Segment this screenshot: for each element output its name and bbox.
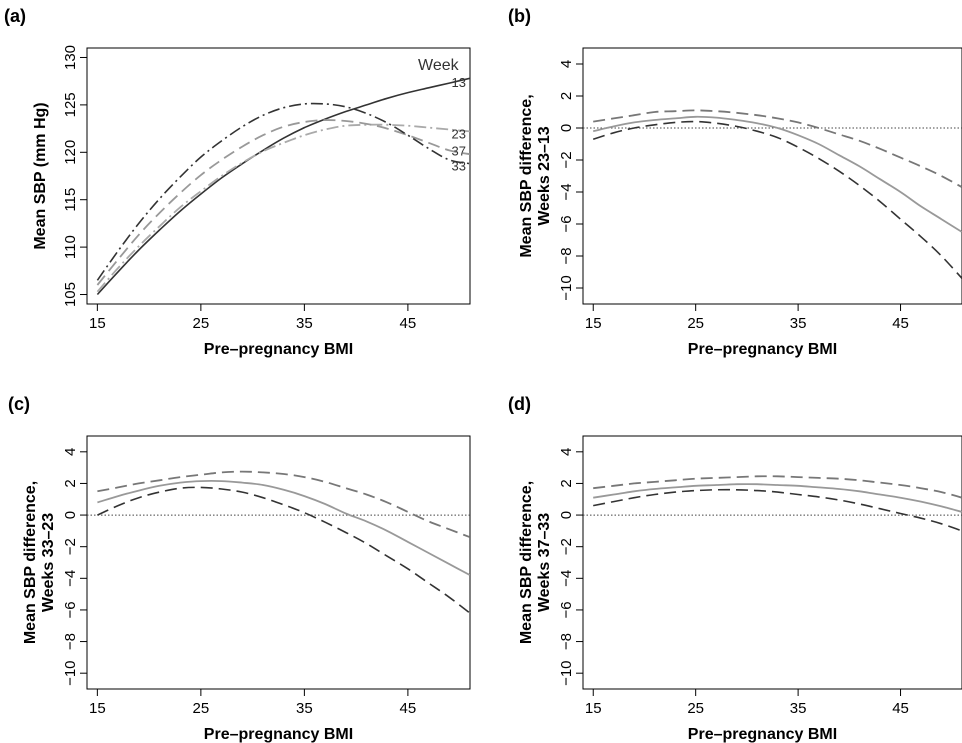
panel-b: 15 25 35 45 −10 −8 −6 −4 −2 0 2 4 Pre–pregnancy BMI M… (518, 47, 962, 358)
y-tick-label: 0 (558, 124, 575, 132)
x-axis-label: Pre–pregnancy BMI (204, 726, 353, 743)
x-tick-label: 25 (687, 315, 704, 332)
series-line-dashed-lower (97, 486, 470, 614)
x-tick-label: 25 (687, 700, 704, 717)
series-line-week-37 (96, 119, 470, 286)
y-axis-label-line2: Weeks 37–33 (536, 513, 553, 612)
x-tick-label: 45 (892, 700, 909, 717)
panel-d: 15 25 35 45 −10 −8 −6 −4 −2 0 2 4 Pre–pregnancy BMI M… (518, 435, 962, 743)
y-tick-label: 105 (62, 282, 79, 307)
x-tick-label: 15 (89, 700, 106, 717)
week-label-37: 37 (452, 143, 466, 158)
y-tick-label: 2 (558, 479, 575, 487)
x-axis-label: Pre–pregnancy BMI (204, 341, 353, 358)
y-tick-label: 2 (558, 92, 575, 100)
y-tick-label: −8 (62, 633, 79, 650)
x-tick-label: 35 (296, 315, 313, 332)
series-line-solid-est (592, 115, 962, 233)
y-axis-label: Mean SBP difference, (518, 481, 535, 644)
y-tick-label: 120 (62, 140, 79, 165)
series-line-week-23 (96, 123, 470, 293)
panel-label-c: (c) (8, 394, 30, 414)
x-tick-label: 35 (790, 700, 807, 717)
plot-frame (86, 47, 471, 305)
y-axis-label: Mean SBP (mm Hg) (32, 102, 49, 249)
x-tick-label: 25 (193, 315, 210, 332)
x-tick-label: 45 (400, 700, 417, 717)
plot-frame (86, 435, 471, 690)
y-tick-label: −8 (558, 633, 575, 650)
y-tick-label: −10 (62, 660, 79, 685)
plot-frame (582, 435, 962, 690)
x-tick-label: 15 (585, 315, 602, 332)
panel-label-d: (d) (508, 394, 531, 414)
y-tick-label: −2 (62, 538, 79, 555)
y-tick-label: 125 (62, 92, 79, 117)
series-line-dashed-upper (593, 475, 962, 499)
y-axis-label: Mean SBP difference, (22, 481, 39, 644)
series-line-dashed-upper (593, 109, 962, 188)
series-group (593, 475, 962, 532)
x-tick-label: 35 (296, 700, 313, 717)
week-label-33: 33 (452, 159, 466, 174)
x-tick-label: 35 (790, 315, 807, 332)
y-tick-label: 4 (62, 448, 79, 456)
y-tick-label: −10 (558, 660, 575, 685)
y-tick-label: −10 (558, 275, 575, 300)
y-tick-label: 130 (62, 45, 79, 70)
y-tick-label: −4 (558, 183, 575, 200)
x-tick-label: 15 (89, 315, 106, 332)
legend-title: Week (418, 57, 460, 74)
y-tick-label: 0 (558, 511, 575, 519)
series-line-solid-est (97, 479, 470, 576)
plot-frame (582, 47, 962, 305)
y-tick-label: −6 (558, 601, 575, 618)
y-tick-label: −4 (62, 570, 79, 587)
series-line-dashed-upper (97, 470, 470, 539)
series-group (97, 470, 470, 614)
y-tick-label: 4 (558, 60, 575, 68)
x-axis-label: Pre–pregnancy BMI (688, 341, 837, 358)
series-line-week-33 (96, 102, 470, 281)
x-axis-label: Pre–pregnancy BMI (688, 726, 837, 743)
panel-a: 15 25 35 45 105 110 115 120 125 130 Pre–pregnancy … (32, 45, 471, 358)
series-line-dashed-lower (593, 488, 962, 532)
panel-c: 15 25 35 45 −10 −8 −6 −4 −2 0 2 4 Pre–pregnancy BMI M… (22, 435, 471, 743)
x-tick-label: 45 (892, 315, 909, 332)
y-axis-label-line2: Weeks 33–23 (40, 513, 57, 612)
y-tick-label: −8 (558, 247, 575, 264)
y-tick-label: −6 (558, 215, 575, 232)
y-tick-label: −2 (558, 151, 575, 168)
series-line-solid-est (593, 483, 962, 513)
y-tick-label: −6 (62, 601, 79, 618)
y-tick-label: 0 (62, 511, 79, 519)
week-label-13: 13 (452, 75, 466, 90)
x-tick-label: 45 (400, 315, 417, 332)
y-tick-label: 2 (62, 479, 79, 487)
y-tick-label: −2 (558, 538, 575, 555)
y-tick-label: 115 (62, 188, 79, 212)
y-axis-label-line2: Weeks 23–13 (536, 126, 553, 225)
y-axis-label: Mean SBP difference, (518, 94, 535, 257)
x-tick-label: 25 (193, 700, 210, 717)
y-tick-label: −4 (558, 570, 575, 587)
series-group (592, 109, 962, 279)
y-tick-label: 4 (558, 448, 575, 456)
y-tick-label: 110 (62, 235, 79, 259)
series-group (96, 77, 470, 296)
panel-label-b: (b) (508, 6, 531, 26)
x-tick-label: 15 (585, 700, 602, 717)
series-line-week-13 (96, 77, 470, 296)
series-line-dashed-lower (592, 120, 962, 279)
panel-label-a: (a) (4, 6, 26, 26)
week-label-23: 23 (452, 126, 466, 141)
